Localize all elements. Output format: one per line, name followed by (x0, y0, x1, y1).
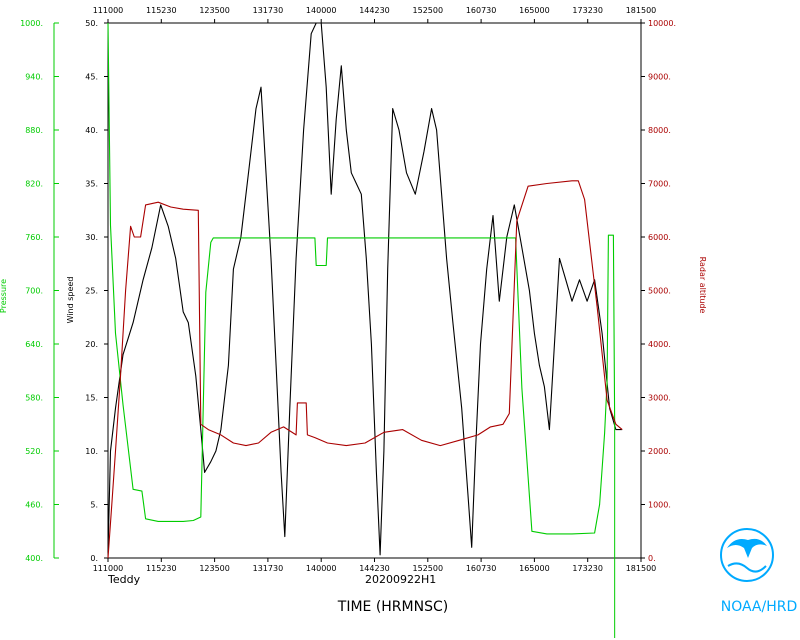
x-tick-label-top: 181500 (626, 6, 657, 15)
x-tick-label-top: 165000 (519, 6, 550, 15)
wind-tick-label: 10. (85, 447, 98, 456)
wind-tick-label: 35. (85, 180, 98, 189)
wind-tick-label: 50. (85, 19, 98, 28)
pressure-tick-label: 460. (25, 501, 43, 510)
radar-altitude-series-line (107, 180, 623, 559)
x-tick-label-top: 152500 (413, 6, 444, 15)
pressure-tick-label: 820. (25, 180, 43, 189)
pressure-tick-label: 1000. (20, 19, 43, 28)
pressure-tick-label: 520. (25, 447, 43, 456)
x-tick-label-bottom: 152500 (413, 564, 444, 573)
x-tick-label-top: 144230 (359, 6, 390, 15)
noaa-logo-wave-icon (727, 562, 767, 573)
wind-tick-label: 40. (85, 126, 98, 135)
x-tick-label-top: 131730 (253, 6, 284, 15)
x-tick-label-bottom: 123500 (199, 564, 230, 573)
pressure-tick-label: 880. (25, 126, 43, 135)
altitude-axis-title: Radar altitude (698, 257, 707, 314)
wind-tick-label: 5. (90, 501, 98, 510)
plot-frame (107, 22, 642, 559)
x-tick-label-bottom: 111000 (93, 564, 124, 573)
noaa-logo-text: NOAA/HRD (721, 599, 798, 615)
pressure-tick-label: 580. (25, 394, 43, 403)
x-tick-label-top: 160730 (466, 6, 497, 15)
altitude-tick-label: 0. (648, 554, 656, 563)
series-layer (107, 22, 623, 638)
altitude-tick-label: 4000. (648, 340, 671, 349)
x-tick-label-bottom: 173230 (572, 564, 603, 573)
wind-tick-label: 15. (85, 394, 98, 403)
altitude-tick-label: 7000. (648, 180, 671, 189)
x-tick-label-bottom: 160730 (466, 564, 497, 573)
x-tick-label-top: 123500 (199, 6, 230, 15)
x-tick-label-top: 111000 (93, 6, 124, 15)
pressure-tick-label: 640. (25, 340, 43, 349)
noaa-logo-ring (720, 528, 774, 582)
altitude-tick-label: 9000. (648, 73, 671, 82)
x-tick-label-bottom: 181500 (626, 564, 657, 573)
pressure-tick-label: 700. (25, 287, 43, 296)
altitude-tick-label: 5000. (648, 287, 671, 296)
pressure-series-line (107, 22, 616, 535)
x-tick-label-bottom: 115230 (146, 564, 177, 573)
axes-layer: 111000 111000 115230 115230 123500 123500 1317… (20, 6, 676, 573)
wind-tick-label: 45. (85, 73, 98, 82)
pressure-tick-label: 400. (25, 554, 43, 563)
x-tick-label-bottom: 131730 (253, 564, 284, 573)
x-tick-label-top: 115230 (146, 6, 177, 15)
flight-id: 20200922H1 (365, 573, 436, 586)
altitude-tick-label: 3000. (648, 394, 671, 403)
altitude-tick-label: 8000. (648, 126, 671, 135)
storm-name: Teddy (107, 573, 141, 586)
noaa-logo-bird-icon (727, 538, 767, 558)
x-tick-label-bottom: 144230 (359, 564, 390, 573)
x-tick-label-bottom: 165000 (519, 564, 550, 573)
noaa-logo: NOAA/HRD (720, 528, 798, 615)
wind-tick-label: 30. (85, 233, 98, 242)
x-tick-label-top: 173230 (572, 6, 603, 15)
wind-tick-label: 0. (90, 554, 98, 563)
x-tick-label-top: 140000 (306, 6, 337, 15)
wind-tick-label: 20. (85, 340, 98, 349)
pressure-tick-label: 760. (25, 233, 43, 242)
wind-speed-series-line (107, 22, 623, 556)
x-axis-title: TIME (HRMNSC) (337, 599, 448, 615)
altitude-tick-label: 6000. (648, 233, 671, 242)
pressure-axis-title: Pressure (0, 279, 8, 313)
altitude-tick-label: 10000. (648, 19, 676, 28)
x-tick-label-bottom: 140000 (306, 564, 337, 573)
wind-tick-label: 25. (85, 287, 98, 296)
label-layer: Teddy 20200922H1 TIME (HRMNSC) Wind spee… (0, 257, 707, 615)
altitude-tick-label: 1000. (648, 501, 671, 510)
pressure-tick-label: 940. (25, 73, 43, 82)
altitude-tick-label: 2000. (648, 447, 671, 456)
wind-axis-title: Wind speed (66, 277, 75, 324)
